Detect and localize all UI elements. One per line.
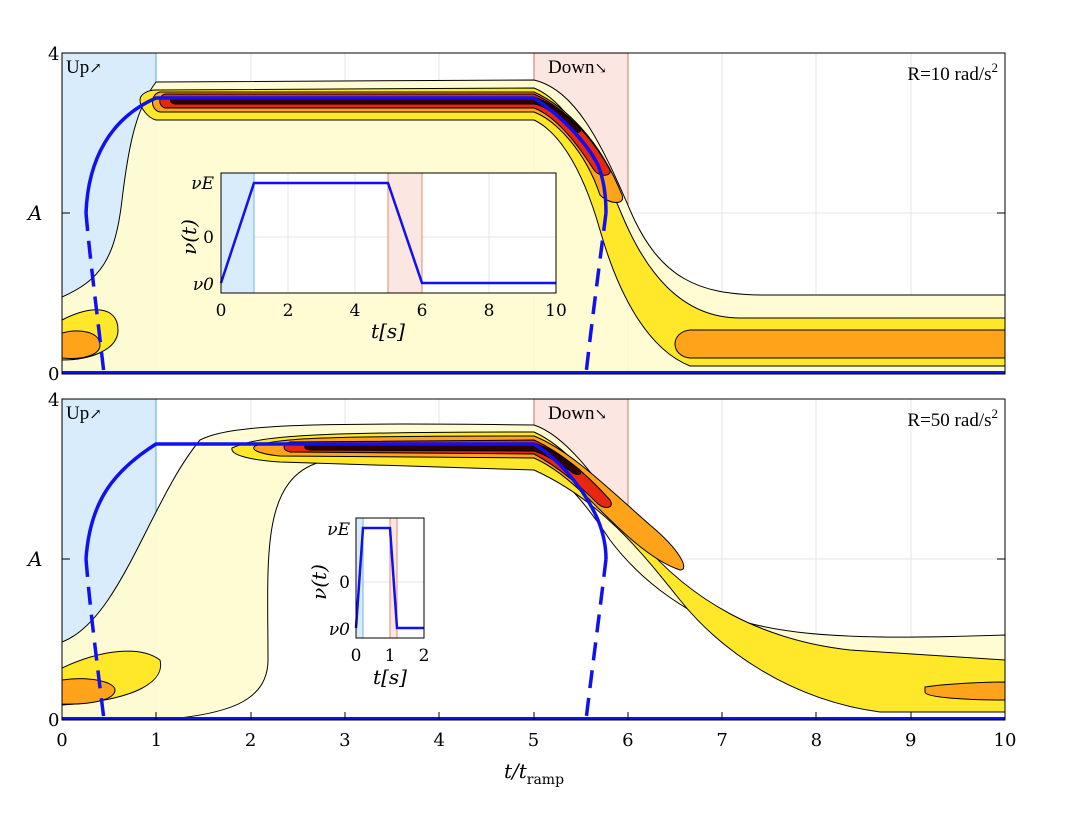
contour-level-3 [62, 330, 101, 359]
inset-y-label: ν(t) [177, 219, 201, 255]
x-axis-label: t/tramp [504, 759, 564, 788]
down-label: Down↘ [548, 57, 607, 78]
y-tick-label: 0 [48, 710, 59, 731]
inset-x-tick: 0 [216, 301, 227, 321]
contour-level-3 [674, 329, 1005, 359]
inset-y-tick: ν0 [193, 275, 214, 295]
inset-x-tick: 8 [484, 301, 495, 321]
contour-level-5 [304, 442, 582, 475]
x-ticks [155, 712, 912, 720]
inset-x-tick: 4 [350, 301, 361, 321]
x-tick-label: 5 [528, 730, 539, 751]
panel-bottom: 0 4 A Up↗ Down↘ R=50 rad/s2 0 1 2 ν0 0 ν… [26, 390, 1006, 731]
inset-x-tick: 10 [545, 301, 567, 321]
inset-bottom: 0 1 2 ν0 0 νE t[s] ν(t) [307, 517, 430, 689]
rate-label: R=50 rad/s2 [907, 406, 998, 431]
y-tick-label: 4 [48, 44, 59, 65]
inset-top: 0 2 4 6 8 10 ν0 0 νE t[s] ν(t) [177, 172, 567, 343]
down-label: Down↘ [548, 403, 607, 424]
inset-x-tick: 0 [351, 646, 362, 666]
unstable-branch-down [584, 558, 608, 720]
inset-x-tick: 2 [419, 646, 430, 666]
x-tick-label: 4 [433, 730, 444, 751]
stable-branch [84, 442, 608, 560]
inset-x-tick: 6 [417, 301, 428, 321]
panel-top: 0 4 A Up↗ Down↘ R=10 rad/s2 0 2 4 6 8 10… [26, 44, 1006, 385]
y-tick-label: 4 [48, 390, 59, 411]
y-axis-label: A [26, 547, 42, 571]
x-tick-label: 10 [994, 730, 1017, 751]
stable-branch [84, 96, 608, 214]
x-tick-label: 0 [56, 730, 67, 751]
unstable-branch-up [84, 212, 106, 374]
rate-label: R=10 rad/s2 [907, 60, 998, 85]
unstable-branch-down [584, 212, 608, 374]
x-tick-label: 1 [151, 730, 162, 751]
inset-y-tick: 0 [339, 573, 350, 593]
x-tick-label: 3 [339, 730, 350, 751]
x-tick-label: 6 [622, 730, 633, 751]
inset-y-tick: 0 [203, 228, 214, 248]
up-label: Up↗ [66, 57, 102, 78]
inset-nu-profile [219, 181, 556, 285]
up-label: Up↗ [66, 403, 102, 424]
inset-y-tick: νE [191, 174, 214, 194]
inset-y-label: ν(t) [307, 564, 331, 600]
unstable-branch-up [84, 558, 106, 720]
inset-nu-profile [354, 526, 424, 630]
inset-x-tick: 2 [283, 301, 294, 321]
contour-level-3 [62, 678, 116, 705]
x-tick-label: 8 [811, 730, 822, 751]
inset-y-tick: νE [327, 520, 350, 540]
x-tick-label: 9 [905, 730, 916, 751]
inset-x-label: t[s] [373, 665, 407, 689]
x-tick-labels: 0 1 2 3 4 5 6 7 8 9 10 [56, 730, 1016, 751]
x-tick-label: 7 [716, 730, 727, 751]
inset-x-label: t[s] [371, 319, 405, 343]
inset-x-tick: 1 [385, 646, 396, 666]
y-axis-label: A [26, 201, 42, 225]
inset-y-tick: ν0 [329, 620, 350, 640]
y-tick-label: 0 [48, 364, 59, 385]
x-tick-label: 2 [245, 730, 256, 751]
